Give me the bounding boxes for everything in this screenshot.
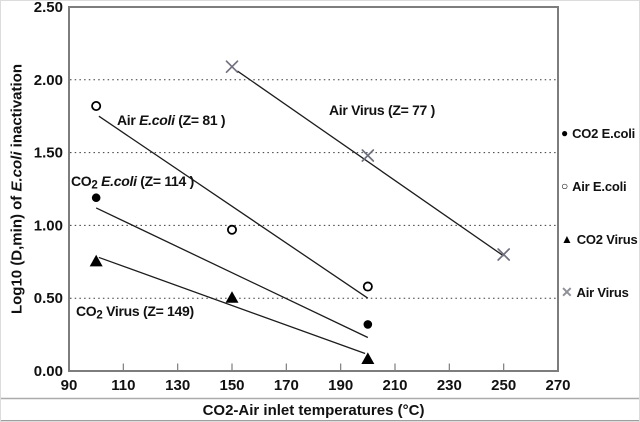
text: CO xyxy=(76,303,97,319)
legend-label-air-e-coli: Air E.coli xyxy=(572,178,627,194)
figure-bottom-edge xyxy=(1,420,639,421)
trendline-air-virus xyxy=(237,70,505,257)
legend-label-co2-e-coli: CO2 E.coli xyxy=(572,125,636,141)
x-tick-label: 210 xyxy=(382,377,407,394)
series-label-air-e-coli: Air E.coli (Z= 81 ) xyxy=(117,112,226,128)
x-tick-label: 110 xyxy=(111,377,135,394)
x-tick-label: 170 xyxy=(274,377,299,394)
x-tick-label: 270 xyxy=(545,377,570,394)
text: Air Virus (Z= 77 ) xyxy=(329,102,435,118)
point-co2-e-coli xyxy=(91,193,101,203)
point-co2-virus xyxy=(225,291,239,303)
text: (Z= 81 ) xyxy=(174,112,226,128)
italic-text: E.coli xyxy=(139,112,175,128)
subscript-text: 2 xyxy=(91,179,98,192)
legend-label-air-virus: Air Virus xyxy=(576,284,629,300)
y-tick-label: 2.50 xyxy=(34,1,63,16)
series-label-air-virus: Air Virus (Z= 77 ) xyxy=(329,102,435,118)
trendline-air-e-coli xyxy=(98,115,369,299)
point-co2-virus xyxy=(361,352,375,364)
text: Air xyxy=(117,112,140,128)
point-air-virus xyxy=(225,60,239,74)
legend-item-air-virus: ✕ Air Virus xyxy=(561,283,629,301)
x-tick-label: 230 xyxy=(437,377,462,394)
legend-marker-air-virus-icon: ✕ xyxy=(561,284,573,300)
text: CO xyxy=(71,173,92,189)
legend-marker-co2-e-coli-icon: ● xyxy=(561,126,569,140)
point-air-e-coli xyxy=(362,281,373,292)
point-air-e-coli xyxy=(226,224,237,235)
trendline-co2-virus xyxy=(98,256,366,355)
x-tick-label: 150 xyxy=(219,377,244,394)
text: Virus (Z= 149) xyxy=(102,303,194,319)
legend-label-co2-virus: CO2 Virus xyxy=(576,231,638,247)
italic-text: E.coli xyxy=(101,173,137,189)
trendline-co2-e-coli xyxy=(95,207,369,339)
series-label-co2-e-coli: CO2 E.coli (Z= 114 ) xyxy=(71,173,194,192)
y-axis-title: Log10 (D,min) of E.coli inactivation xyxy=(9,64,26,314)
subscript-text: 2 xyxy=(96,309,103,322)
legend-marker-co2-virus-icon: ▲ xyxy=(561,232,573,246)
legend-item-co2-e-coli: ● CO2 E.coli xyxy=(561,124,635,142)
x-tick-label: 130 xyxy=(165,377,190,394)
legend-item-co2-virus: ▲ CO2 Virus xyxy=(561,230,638,248)
series-label-co2-virus: CO2 Virus (Z= 149) xyxy=(76,303,194,322)
y-tick-label: 1.50 xyxy=(34,145,63,162)
point-air-virus xyxy=(361,149,375,162)
y-tick-label: 0.50 xyxy=(34,290,63,307)
point-co2-e-coli xyxy=(363,320,373,329)
point-co2-virus xyxy=(89,254,103,267)
text: (Z= 114 ) xyxy=(136,173,194,189)
text: inactivation xyxy=(8,63,26,152)
y-tick-label: 1.00 xyxy=(34,217,63,234)
italic-text: E.coli xyxy=(8,151,26,192)
y-tick-label: 0.00 xyxy=(34,363,63,380)
x-tick-label: 190 xyxy=(328,377,353,394)
plot-frame xyxy=(68,6,559,372)
x-tick-label: 90 xyxy=(61,377,78,394)
legend-marker-air-e-coli-icon: ○ xyxy=(561,179,569,193)
point-air-e-coli xyxy=(91,101,102,112)
x-tick-label: 250 xyxy=(491,377,516,394)
x-axis-title: CO2-Air inlet temperatures (°C) xyxy=(202,402,425,419)
point-air-virus xyxy=(497,248,511,261)
legend-item-air-e-coli: ○ Air E.coli xyxy=(561,177,627,195)
y-tick-label: 2.00 xyxy=(34,72,63,89)
text: Log10 (D,min) of xyxy=(8,191,26,315)
